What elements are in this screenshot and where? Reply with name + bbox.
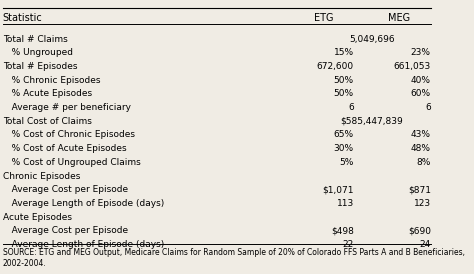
Text: 50%: 50% — [334, 89, 354, 98]
Text: Acute Episodes: Acute Episodes — [3, 213, 72, 222]
Text: Average Length of Episode (days): Average Length of Episode (days) — [3, 240, 164, 249]
Text: 65%: 65% — [334, 130, 354, 139]
Text: % Cost of Acute Episodes: % Cost of Acute Episodes — [3, 144, 127, 153]
Text: Average Cost per Episode: Average Cost per Episode — [3, 185, 128, 194]
Text: MEG: MEG — [388, 13, 410, 23]
Text: 8%: 8% — [417, 158, 431, 167]
Text: % Cost of Chronic Episodes: % Cost of Chronic Episodes — [3, 130, 135, 139]
Text: Average Length of Episode (days): Average Length of Episode (days) — [3, 199, 164, 208]
Text: 113: 113 — [337, 199, 354, 208]
Text: $871: $871 — [408, 185, 431, 194]
Text: 50%: 50% — [334, 76, 354, 85]
Text: % Acute Episodes: % Acute Episodes — [3, 89, 92, 98]
Text: 23%: 23% — [411, 48, 431, 57]
Text: 40%: 40% — [411, 76, 431, 85]
Text: 672,600: 672,600 — [317, 62, 354, 71]
Text: Statistic: Statistic — [3, 13, 43, 23]
Text: % Ungrouped: % Ungrouped — [3, 48, 73, 57]
Text: 43%: 43% — [411, 130, 431, 139]
Text: $585,447,839: $585,447,839 — [341, 117, 403, 126]
Text: % Cost of Ungrouped Claims: % Cost of Ungrouped Claims — [3, 158, 140, 167]
Text: 15%: 15% — [334, 48, 354, 57]
Text: $498: $498 — [331, 226, 354, 235]
Text: 30%: 30% — [334, 144, 354, 153]
Text: Average Cost per Episode: Average Cost per Episode — [3, 226, 128, 235]
Text: 22: 22 — [343, 240, 354, 249]
Text: 661,053: 661,053 — [393, 62, 431, 71]
Text: SOURCE: ETG and MEG Output, Medicare Claims for Random Sample of 20% of Colorado: SOURCE: ETG and MEG Output, Medicare Cla… — [3, 248, 465, 268]
Text: $690: $690 — [408, 226, 431, 235]
Text: 24: 24 — [419, 240, 431, 249]
Text: $1,071: $1,071 — [322, 185, 354, 194]
Text: 48%: 48% — [411, 144, 431, 153]
Text: 5,049,696: 5,049,696 — [349, 35, 395, 44]
Text: Chronic Episodes: Chronic Episodes — [3, 172, 80, 181]
Text: ETG: ETG — [314, 13, 334, 23]
Text: 60%: 60% — [410, 89, 431, 98]
Text: 6: 6 — [348, 103, 354, 112]
Text: Total # Claims: Total # Claims — [3, 35, 67, 44]
Text: Total # Episodes: Total # Episodes — [3, 62, 77, 71]
Text: Average # per beneficiary: Average # per beneficiary — [3, 103, 131, 112]
Text: 123: 123 — [414, 199, 431, 208]
Text: 6: 6 — [425, 103, 431, 112]
Text: % Chronic Episodes: % Chronic Episodes — [3, 76, 100, 85]
Text: 5%: 5% — [339, 158, 354, 167]
Text: Total Cost of Claims: Total Cost of Claims — [3, 117, 91, 126]
